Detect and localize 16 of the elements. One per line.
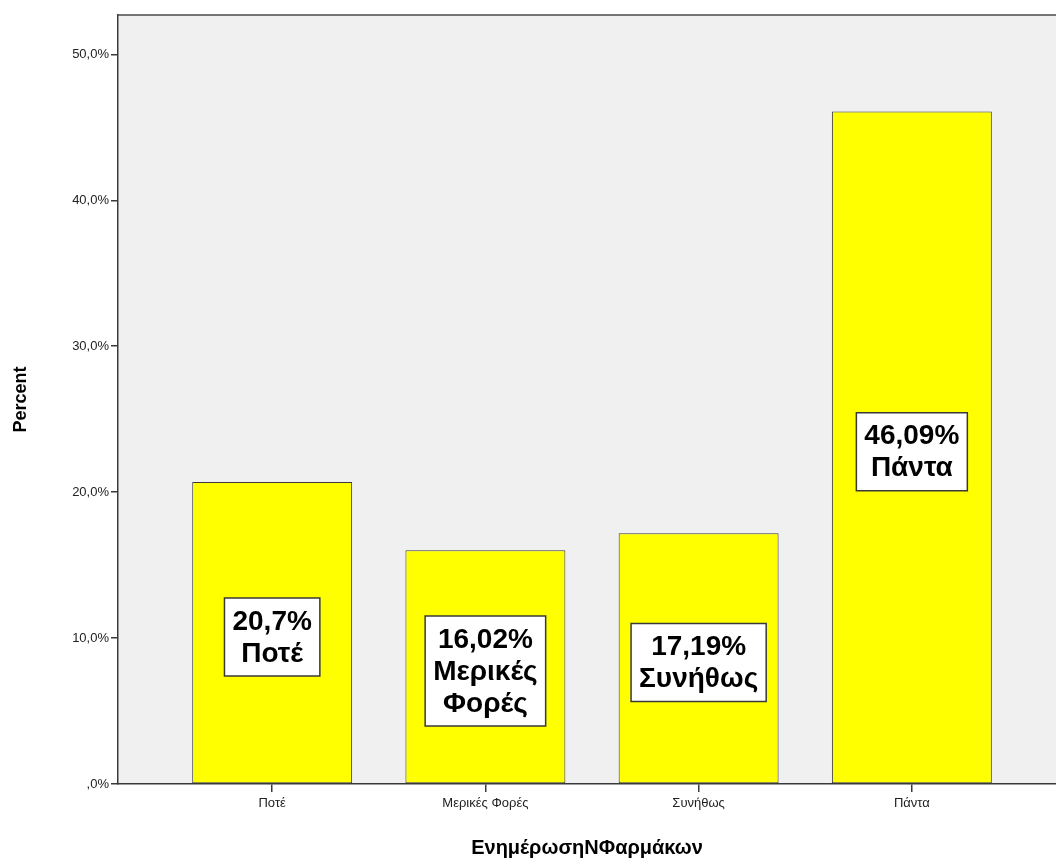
y-axis-title: Percent [9,366,30,433]
y-tick-label: 20,0% [72,483,110,499]
data-label: 46,09% Πάντα [864,419,960,483]
x-tick-label: Μερικές Φορές [442,795,529,811]
x-axis-title: ΕνημέρωσηΝΦαρμάκων [471,835,703,858]
x-tick-label: Ποτέ [258,795,287,811]
y-tick-label: 40,0% [72,191,110,207]
data-label: 17,19% Συνήθως [639,630,759,694]
data-label: 20,7% Ποτέ [232,604,312,668]
x-tick-label: Πάντα [893,795,931,811]
x-tick-label: Συνήθως [672,795,725,811]
data-label: 16,02% Μερικές Φορές [433,622,538,718]
y-tick-label: 30,0% [72,337,110,353]
y-tick-label: 10,0% [72,629,110,645]
y-tick-label: 50,0% [72,45,110,61]
y-tick-label: ,0% [86,775,110,791]
